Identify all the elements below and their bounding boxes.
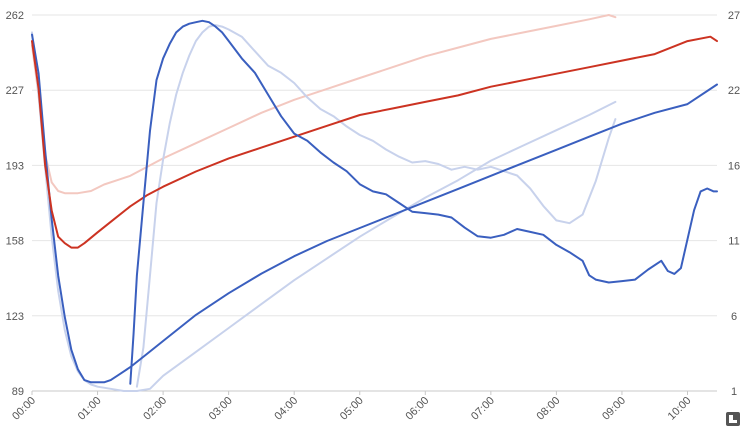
left-tick-label: 262 (6, 10, 24, 22)
x-tick-label: 04:00 (272, 395, 300, 423)
x-tick-label: 00:00 (10, 395, 38, 423)
series-line (31, 33, 718, 384)
x-tick-label: 06:00 (403, 395, 431, 423)
x-axis-ticks: 00:00 01:00 02:00 03:00 04:00 05:00 06:00 07:00… (10, 391, 694, 423)
left-tick-label: 123 (6, 311, 24, 323)
x-tick-label: 01:00 (76, 395, 104, 423)
series-line (129, 19, 718, 385)
x-tick-label: 09:00 (600, 395, 628, 423)
left-tick-label: 193 (6, 160, 24, 172)
right-tick-label: 27 (728, 10, 740, 22)
series-line (135, 24, 617, 388)
right-tick-label: 11 (728, 236, 739, 248)
corner-logo-icon (726, 412, 740, 426)
x-tick-label: 05:00 (338, 395, 366, 423)
series-line (31, 31, 617, 392)
series-line (31, 35, 718, 249)
left-tick-label: 89 (12, 386, 24, 398)
right-tick-label: 1 (731, 386, 737, 398)
x-tick-label: 02:00 (141, 395, 169, 423)
left-tick-label: 227 (6, 85, 24, 97)
x-tick-label: 08:00 (535, 395, 563, 423)
left-axis-ticks: 89 123 158 193 227 262 (6, 10, 24, 398)
x-tick-label: 03:00 (207, 395, 235, 423)
series-lines (31, 14, 718, 392)
right-tick-label: 16 (728, 160, 740, 172)
series-line (31, 14, 617, 195)
x-tick-label: 07:00 (469, 395, 497, 423)
right-tick-label: 22 (728, 85, 740, 97)
x-tick-label: 10:00 (666, 395, 694, 423)
right-tick-label: 6 (731, 311, 737, 323)
left-tick-label: 158 (6, 236, 24, 248)
